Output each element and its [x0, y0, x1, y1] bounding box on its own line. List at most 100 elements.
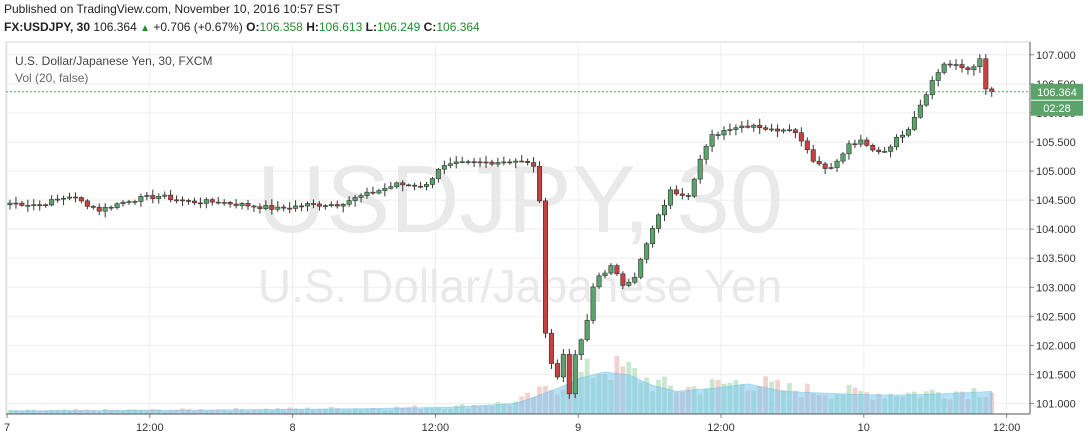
- candle: [971, 64, 977, 76]
- candle: [418, 181, 424, 189]
- candle: [816, 156, 822, 166]
- x-tick-label: 12:00: [136, 422, 164, 434]
- candle-body: [971, 66, 977, 70]
- candle-body: [328, 204, 334, 206]
- x-tick-label: 9: [575, 422, 581, 434]
- candle-body: [429, 178, 435, 185]
- candle: [608, 263, 614, 276]
- symbol-label: FX:USDJPY, 30: [4, 20, 91, 34]
- candle: [792, 127, 798, 139]
- candle-body: [239, 203, 245, 206]
- candle-body: [168, 194, 174, 201]
- y-tick-label: 105.000: [1036, 166, 1076, 178]
- candle: [287, 202, 293, 214]
- watermark-symbol: USDJPY, 30: [257, 146, 784, 253]
- countdown-badge: [1031, 100, 1083, 116]
- volume-ma-area: [9, 371, 993, 415]
- candle: [590, 283, 596, 324]
- candle: [31, 199, 37, 211]
- candle-body: [423, 184, 429, 187]
- candle: [120, 200, 126, 207]
- last-price-label: 106.364: [1037, 87, 1077, 99]
- candle-body: [775, 128, 781, 132]
- candle: [602, 269, 608, 279]
- candle: [775, 124, 781, 138]
- candle-body: [858, 139, 864, 145]
- candle: [679, 187, 685, 200]
- candle: [667, 186, 673, 210]
- candle: [715, 131, 721, 140]
- candle: [554, 359, 560, 380]
- candle: [477, 157, 483, 168]
- candle-body: [596, 275, 602, 288]
- high-value: 106.613: [318, 20, 363, 34]
- y-tick-label: 101.000: [1036, 399, 1076, 411]
- candle-body: [816, 160, 822, 165]
- candle: [644, 242, 650, 264]
- candle: [7, 199, 13, 210]
- candle-body: [459, 161, 465, 164]
- y-tick-label: 104.500: [1036, 195, 1076, 207]
- candle-body: [162, 194, 168, 197]
- candle: [983, 54, 989, 95]
- candle-body: [269, 205, 275, 210]
- candle: [162, 191, 168, 199]
- candle-body: [257, 206, 263, 209]
- candle-body: [299, 205, 305, 208]
- candle-body: [769, 128, 775, 131]
- candle-body: [156, 195, 162, 199]
- candle-body: [263, 205, 269, 209]
- candle: [364, 187, 370, 199]
- open-value: 106.358: [259, 20, 303, 34]
- candle: [614, 263, 620, 276]
- legend-volume: Vol (20, false): [15, 71, 88, 85]
- price-change: +0.706 (+0.67%): [153, 20, 243, 34]
- candle-body: [203, 199, 209, 204]
- candle-body: [388, 186, 394, 189]
- candle-body: [96, 206, 102, 212]
- candle: [751, 123, 757, 132]
- candle: [322, 204, 328, 210]
- candle-body: [929, 80, 935, 96]
- candle-body: [412, 184, 418, 187]
- candle: [180, 196, 186, 207]
- candle-body: [120, 201, 126, 205]
- y-tick-label: 102.000: [1036, 340, 1076, 352]
- candle: [43, 203, 49, 208]
- candle: [114, 202, 120, 210]
- candle: [174, 195, 180, 204]
- candle-body: [186, 200, 192, 202]
- candle-body: [870, 145, 876, 151]
- x-tick-label: 10: [858, 422, 870, 434]
- candle: [168, 189, 174, 203]
- candle-body: [727, 129, 733, 131]
- candle-body: [245, 203, 251, 207]
- high-label: H:: [306, 20, 319, 34]
- candle: [733, 124, 739, 136]
- candle-body: [471, 161, 477, 163]
- candle: [245, 199, 251, 211]
- legend-title: U.S. Dollar/Japanese Yen, 30, FXCM: [15, 54, 212, 68]
- candle: [620, 271, 626, 290]
- candle: [941, 62, 947, 75]
- candle: [703, 144, 709, 165]
- candle-body: [554, 363, 560, 378]
- candle: [840, 152, 846, 164]
- candle: [293, 200, 299, 212]
- candle: [239, 202, 245, 210]
- candle: [334, 200, 340, 209]
- candle: [929, 76, 935, 100]
- candle-body: [715, 134, 721, 136]
- candle-body: [61, 197, 67, 200]
- candle: [495, 157, 501, 167]
- candle-body: [221, 202, 227, 204]
- candle: [263, 200, 269, 211]
- x-tick-label: 8: [290, 422, 296, 434]
- candle: [132, 199, 138, 205]
- candle-body: [709, 134, 715, 147]
- grid: [5, 41, 1031, 415]
- last-price: 106.364: [93, 20, 137, 34]
- candle: [566, 348, 572, 399]
- candle-body: [852, 143, 858, 146]
